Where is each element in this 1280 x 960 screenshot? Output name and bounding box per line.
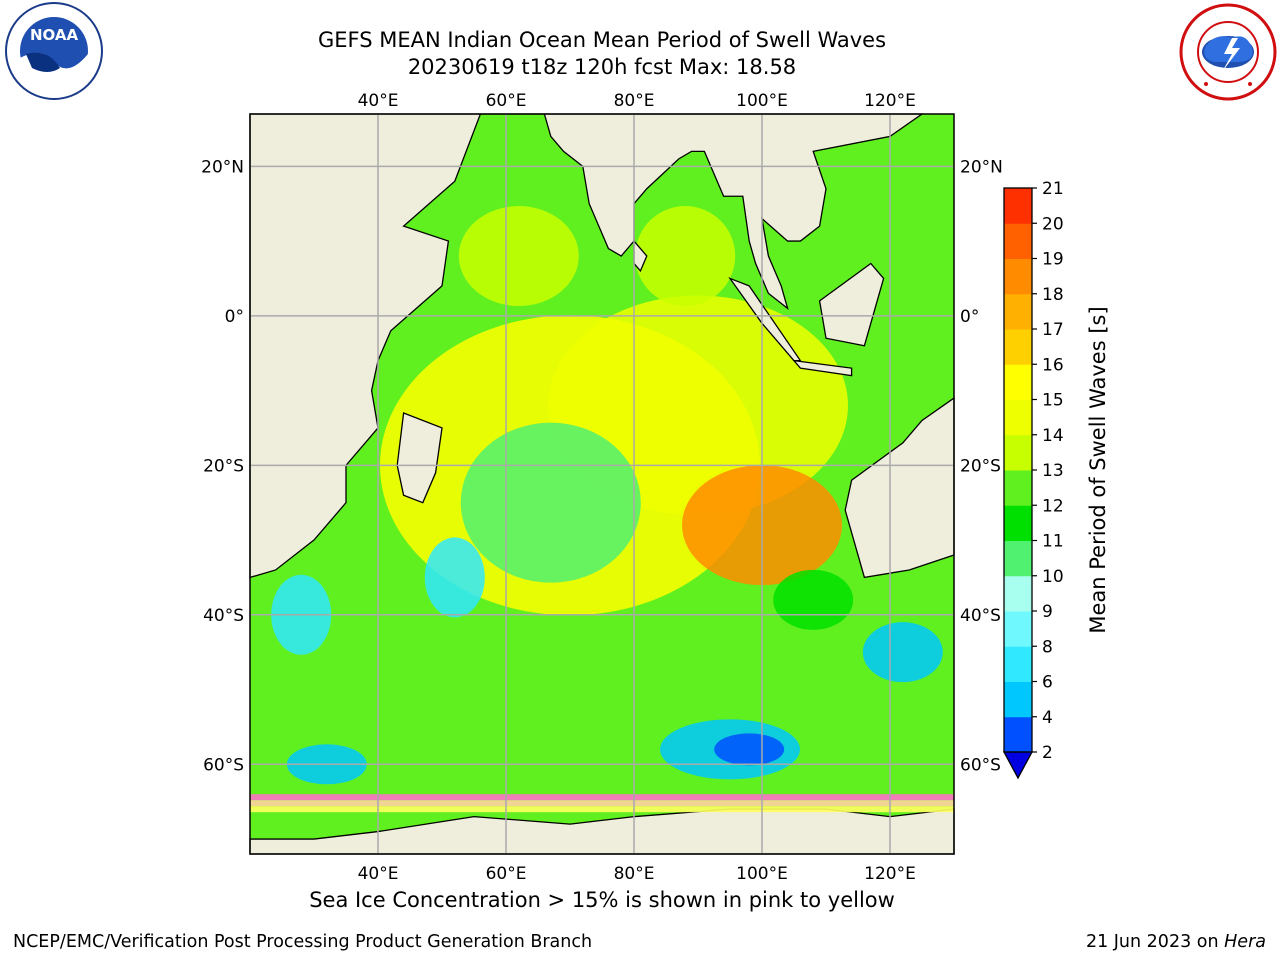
colorbar-tick-label: 16 bbox=[1042, 355, 1064, 375]
swell-region bbox=[635, 206, 736, 307]
lon-tick-label-bottom: 100°E bbox=[736, 864, 788, 884]
colorbar-extend-arrow bbox=[1002, 751, 1034, 780]
nws-logo bbox=[1179, 3, 1277, 101]
colorbar-label: Mean Period of Swell Waves [s] bbox=[1086, 306, 1110, 634]
colorbar-tick-label: 9 bbox=[1042, 602, 1053, 622]
lat-tick-label-right: 20°S bbox=[960, 456, 1001, 476]
sea-ice-edge bbox=[250, 794, 954, 813]
swell-region bbox=[773, 569, 854, 630]
colorbar-segment bbox=[1004, 364, 1032, 400]
swell-region bbox=[862, 622, 943, 683]
colorbar-segment bbox=[1004, 505, 1032, 541]
colorbar-tick-label: 10 bbox=[1042, 567, 1064, 587]
lon-tick-label-top: 120°E bbox=[864, 91, 916, 111]
colorbar-tick-label: 8 bbox=[1042, 637, 1053, 657]
sea-ice-footnote: Sea Ice Concentration > 15% is shown in … bbox=[309, 888, 895, 912]
colorbar-segment bbox=[1004, 575, 1032, 612]
colorbar-tick-label: 18 bbox=[1042, 285, 1064, 305]
ocean-field bbox=[250, 114, 954, 854]
colorbar: 2 4 6 8 9 10 11 12 13 14 15 16 17 18 19 20 21 bbox=[1002, 179, 1064, 780]
lon-tick-label-top: 40°E bbox=[358, 91, 399, 111]
colorbar-segment bbox=[1004, 611, 1032, 647]
lon-tick-label-top: 80°E bbox=[614, 91, 655, 111]
lon-tick-label-top: 60°E bbox=[486, 91, 527, 111]
colorbar-segment bbox=[1004, 188, 1032, 224]
colorbar-segment bbox=[1004, 434, 1032, 471]
colorbar-segment bbox=[1004, 716, 1032, 753]
date-stamp: 21 Jun 2023 on Hera bbox=[1086, 932, 1266, 952]
credit-text: NCEP/EMC/Verification Post Processing Pr… bbox=[13, 932, 593, 952]
colorbar-tick-label: 17 bbox=[1042, 320, 1064, 340]
lon-tick-label-bottom: 80°E bbox=[614, 864, 655, 884]
swell-region bbox=[714, 733, 785, 766]
lat-tick-label-left: 60°S bbox=[203, 755, 244, 775]
swell-region bbox=[460, 422, 641, 583]
lat-tick-label-right: 40°S bbox=[960, 606, 1001, 626]
land-masses bbox=[249, 113, 955, 855]
colorbar-tick-label: 6 bbox=[1042, 673, 1053, 693]
colorbar-tick-label: 11 bbox=[1042, 532, 1064, 552]
colorbar-segment bbox=[1004, 293, 1032, 330]
colorbar-tick-label: 12 bbox=[1042, 496, 1064, 516]
lon-tick-label-top: 100°E bbox=[736, 91, 788, 111]
colorbar-tick-label: 14 bbox=[1042, 426, 1064, 446]
colorbar-segment bbox=[1004, 399, 1032, 436]
machine-name: Hera bbox=[1224, 932, 1266, 952]
lon-tick-label-bottom: 40°E bbox=[358, 864, 399, 884]
colorbar-tick-label: 19 bbox=[1042, 250, 1064, 270]
lat-tick-label-left: 20°N bbox=[201, 157, 244, 177]
lon-tick-label-bottom: 60°E bbox=[486, 864, 527, 884]
lat-tick-label-left: 20°S bbox=[203, 456, 244, 476]
colorbar-segment bbox=[1004, 223, 1032, 259]
map-title: GEFS MEAN Indian Ocean Mean Period of Sw… bbox=[317, 28, 887, 52]
colorbar-segment bbox=[1004, 258, 1032, 295]
sea-ice-band bbox=[250, 800, 954, 807]
colorbar-segment bbox=[1004, 470, 1032, 506]
lat-tick-label-left: 40°S bbox=[203, 606, 244, 626]
lat-tick-label-right: 20°N bbox=[960, 157, 1003, 177]
colorbar-segment bbox=[1004, 540, 1032, 577]
lat-tick-label-right: 0° bbox=[960, 307, 979, 327]
graticule bbox=[250, 114, 954, 854]
colorbar-segment bbox=[1004, 681, 1032, 718]
colorbar-tick-label: 2 bbox=[1042, 743, 1053, 763]
swell-region bbox=[458, 206, 579, 307]
colorbar-tick-label: 15 bbox=[1042, 391, 1064, 411]
land-australia bbox=[844, 396, 955, 579]
lat-tick-label-left: 0° bbox=[225, 307, 244, 327]
land-borneo bbox=[818, 262, 885, 347]
land-africa bbox=[249, 113, 482, 579]
colorbar-tick-label: 13 bbox=[1042, 461, 1064, 481]
swell-region bbox=[424, 537, 485, 618]
sea-ice-band bbox=[250, 806, 954, 813]
lat-tick-label-right: 60°S bbox=[960, 755, 1001, 775]
colorbar-segment bbox=[1004, 646, 1032, 682]
colorbar-tick-label: 4 bbox=[1042, 708, 1053, 728]
sea-ice-band bbox=[250, 794, 954, 801]
noaa-logo-text: NOAA bbox=[30, 26, 79, 44]
lon-tick-label-bottom: 120°E bbox=[864, 864, 916, 884]
map-subtitle: 20230619 t18z 120h fcst Max: 18.58 bbox=[407, 55, 797, 79]
colorbar-tick-label: 21 bbox=[1042, 179, 1064, 199]
map-frame bbox=[249, 113, 955, 855]
land-java bbox=[792, 359, 853, 377]
colorbar-segment bbox=[1004, 329, 1032, 365]
colorbar-tick-label: 20 bbox=[1042, 214, 1064, 234]
noaa-logo: NOAA bbox=[5, 2, 103, 100]
date-stamp-text: 21 Jun 2023 on bbox=[1085, 932, 1225, 952]
land-asia bbox=[480, 113, 925, 311]
